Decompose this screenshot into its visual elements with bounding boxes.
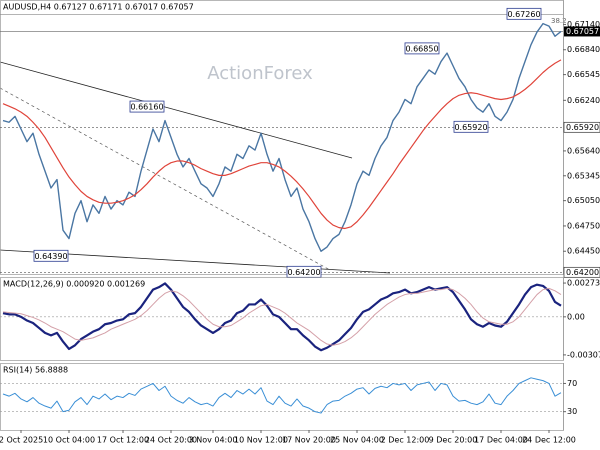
fib-label: 38.2 — [551, 17, 567, 25]
annotation-box — [129, 100, 165, 113]
annotation-box — [33, 249, 69, 262]
y-tick-label: 0.66840 — [567, 45, 600, 54]
y-tick-label: 0.00 — [567, 312, 585, 321]
series-line — [2, 282, 562, 352]
y-tick-label: 0.66545 — [567, 70, 600, 79]
x-tick-label: 9 Dec 20:00 — [429, 436, 478, 445]
y-tick-label: 0.002731 — [567, 279, 600, 288]
x-tick-label: 24 Oct 20:00 — [145, 436, 197, 445]
axis-box — [563, 121, 600, 133]
y-tick-label: 0.64450 — [567, 247, 600, 256]
watermark: ActionForex — [207, 63, 313, 84]
trendline — [0, 61, 353, 159]
x-tick-label: 17 Dec 04:00 — [474, 436, 528, 445]
panel-title: RSI(14) 56.8888 — [3, 366, 68, 375]
panel-title: MACD(12,26,9) 0.000920 0.001269 — [3, 280, 145, 289]
y-tick-label: 30 — [567, 407, 577, 416]
y-tick-label: 0.66240 — [567, 96, 600, 105]
annotation-label: 0.66850 — [405, 44, 438, 53]
last-price-label: 0.67057 — [566, 27, 599, 36]
x-tick-label: 2 Oct 2025 — [0, 436, 43, 445]
axis-box-label: 0.64200 — [566, 268, 599, 277]
channel-line — [0, 87, 331, 271]
series-line — [2, 377, 562, 414]
y-tick-label: 0.65345 — [567, 171, 600, 180]
axis-box-label: 0.65920 — [566, 123, 599, 132]
y-tick-label: 0.65640 — [567, 146, 600, 155]
x-tick-label: 17 Nov 20:00 — [282, 436, 336, 445]
x-tick-label: 10 Oct 04:00 — [43, 436, 95, 445]
x-tick-label: 25 Nov 04:00 — [330, 436, 384, 445]
panel-title: AUDUSD,H4 0.67127 0.67171 0.67017 0.6705… — [3, 3, 194, 12]
annotation-label: 0.67260 — [507, 10, 540, 19]
annotation-label: 0.65920 — [454, 123, 487, 132]
series-line — [2, 59, 562, 230]
series-line — [2, 287, 562, 346]
y-tick-label: 0.64750 — [567, 221, 600, 230]
x-tick-label: 24 Dec 12:00 — [522, 436, 576, 445]
annotation-box — [404, 42, 440, 55]
x-tick-label: 17 Oct 12:00 — [97, 436, 149, 445]
x-tick-label: 3 Nov 04:00 — [189, 436, 238, 445]
annotation-box — [506, 7, 542, 20]
y-tick-label: 70 — [567, 379, 577, 388]
y-tick-label: -0.003077 — [567, 350, 600, 359]
annotation-label: 0.64200 — [287, 268, 320, 277]
annotation-box — [453, 120, 489, 133]
last-price-box — [564, 26, 600, 37]
x-tick-label: 10 Nov 12:00 — [234, 436, 288, 445]
annotation-label: 0.66160 — [130, 103, 163, 112]
x-tick-label: 2 Dec 12:00 — [381, 436, 430, 445]
annotation-label: 0.64390 — [34, 252, 67, 261]
y-tick-label: 0.67140 — [567, 20, 600, 29]
y-tick-label: 0.65050 — [567, 196, 600, 205]
axis-box — [563, 266, 600, 278]
